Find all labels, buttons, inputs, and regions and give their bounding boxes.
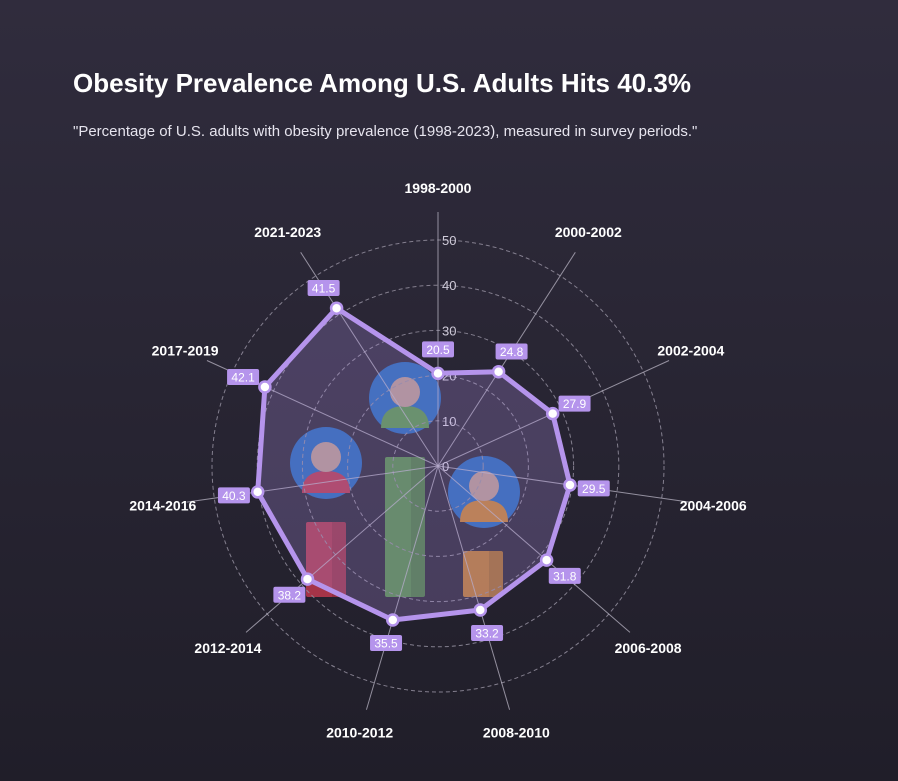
data-point — [539, 553, 554, 567]
value-label-text: 29.5 — [582, 482, 606, 496]
category-label: 2000-2002 — [555, 224, 622, 240]
data-point — [386, 613, 400, 627]
orange-decor-bar-shade — [489, 551, 503, 597]
data-point — [431, 366, 445, 381]
value-label: 31.8 — [548, 567, 581, 584]
category-label: 2021-2023 — [254, 224, 321, 240]
value-label-text: 33.2 — [475, 627, 499, 641]
data-point — [473, 603, 488, 617]
red-decor-bar-rect — [306, 522, 346, 597]
category-label: 2004-2006 — [680, 498, 747, 514]
value-label-text: 35.5 — [374, 636, 398, 650]
person-orange-icon — [448, 456, 520, 528]
category-label: 2002-2004 — [657, 343, 724, 359]
decorative-illustration — [290, 362, 520, 597]
data-point — [491, 364, 506, 379]
value-label: 38.2 — [273, 586, 306, 603]
category-label: 2017-2019 — [152, 343, 219, 359]
axis-spoke — [365, 465, 439, 710]
person-green-icon-head — [390, 377, 420, 407]
value-label-text: 38.2 — [278, 588, 302, 602]
value-label-text: 40.3 — [222, 489, 246, 503]
person-green-icon — [369, 362, 441, 434]
green-decor-bar-rect — [385, 457, 425, 597]
value-labels: 20.5 24.8 27.9 29.5 31.8 33.2 35.5 38.2 40.3 42.1… — [217, 280, 610, 651]
green-decor-bar-shade — [411, 457, 425, 597]
radial-tick-label: 0 — [442, 459, 449, 474]
value-label-bg — [422, 341, 454, 358]
green-decor-bar — [385, 457, 425, 597]
axis-spoke — [437, 465, 631, 633]
radial-tick-label: 30 — [442, 323, 456, 338]
value-label-text: 27.9 — [563, 397, 587, 411]
value-label-bg — [577, 480, 610, 497]
category-label: 1998-2000 — [405, 180, 472, 196]
category-label: 2006-2008 — [615, 640, 682, 656]
value-label: 35.5 — [370, 634, 403, 651]
data-point — [329, 301, 344, 315]
value-label-bg — [495, 343, 528, 360]
data-point — [250, 485, 265, 499]
series-area — [255, 305, 573, 623]
red-decor-bar-shade — [332, 522, 346, 597]
value-label-bg — [273, 586, 306, 603]
person-green-icon-body — [381, 406, 429, 428]
chart-subtitle: "Percentage of U.S. adults with obesity … — [73, 123, 698, 140]
value-label: 33.2 — [471, 625, 504, 642]
value-label: 27.9 — [558, 395, 591, 412]
value-label-text: 41.5 — [312, 282, 336, 296]
value-label-text: 24.8 — [500, 345, 524, 359]
value-label-bg — [370, 634, 403, 651]
value-label-bg — [558, 395, 591, 412]
value-label-text: 31.8 — [553, 569, 577, 583]
red-decor-bar — [306, 522, 346, 597]
value-label: 42.1 — [227, 368, 260, 385]
value-label-bg — [307, 280, 340, 297]
category-label: 2010-2012 — [326, 725, 393, 741]
value-label: 41.5 — [307, 280, 340, 297]
value-label-bg — [227, 368, 260, 385]
data-point — [563, 478, 577, 492]
chart-title: Obesity Prevalence Among U.S. Adults Hit… — [73, 68, 691, 98]
value-label-bg — [548, 567, 581, 584]
value-label: 40.3 — [217, 487, 250, 504]
radial-tick-label: 10 — [442, 414, 456, 429]
data-point — [258, 380, 272, 394]
radial-tick-label: 50 — [442, 233, 456, 248]
person-orange-icon-head — [469, 471, 499, 501]
series-polygon — [255, 305, 573, 623]
series-points — [250, 301, 577, 627]
data-point — [545, 406, 560, 421]
value-label: 20.5 — [422, 341, 454, 358]
radial-tick-label: 40 — [442, 278, 456, 293]
category-label: 2012-2014 — [194, 640, 261, 656]
value-label-text: 42.1 — [231, 370, 255, 384]
person-red-icon — [290, 427, 362, 499]
axis-spoke — [245, 465, 439, 633]
value-label-bg — [471, 625, 504, 642]
value-label: 24.8 — [495, 343, 528, 360]
category-label: 2014-2016 — [129, 498, 196, 514]
axis-spoke — [437, 465, 511, 710]
value-label-bg — [217, 487, 250, 504]
category-labels: 1998-2000 2000-2002 2002-2004 2004-2006 2006… — [129, 180, 747, 741]
grid-ring — [347, 375, 529, 557]
value-label: 29.5 — [577, 480, 610, 497]
category-label: 2008-2010 — [483, 725, 550, 741]
person-red-icon-head — [311, 442, 341, 472]
data-point — [300, 572, 315, 586]
value-label-text: 20.5 — [426, 343, 450, 357]
